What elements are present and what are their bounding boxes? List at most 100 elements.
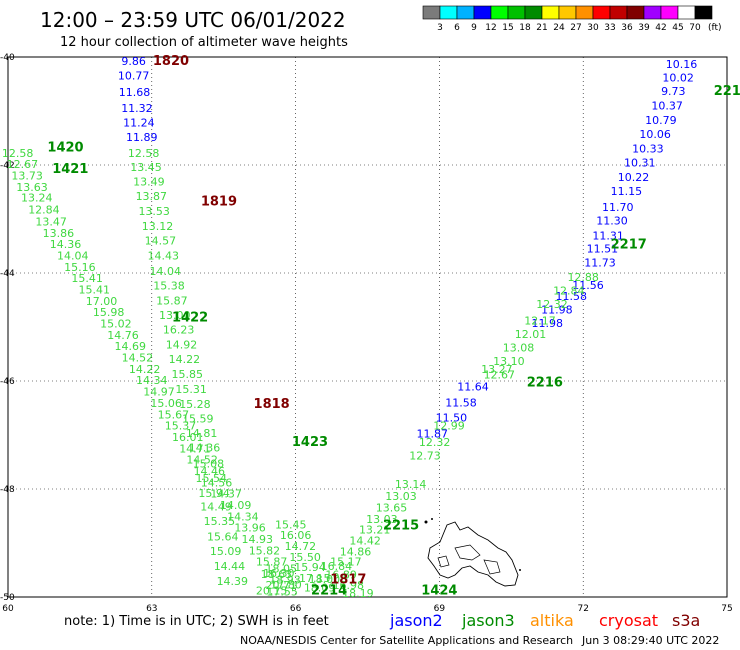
swh-value: 13.63	[16, 181, 48, 194]
swh-value: 14.37	[210, 488, 242, 501]
scale-swatch	[541, 5, 560, 20]
island-outline	[424, 518, 521, 587]
scale-swatch	[456, 5, 475, 20]
swh-value: 11.98	[541, 304, 573, 317]
wave-height-values: 9.8610.7711.6811.3211.2411.8912.5813.451…	[2, 55, 697, 600]
swh-value: 12.17	[524, 314, 556, 327]
swh-value: 13.86	[43, 227, 75, 240]
scale-label: 30	[587, 23, 599, 33]
swh-value: 15.98	[93, 306, 125, 319]
swh-value: 11.58	[445, 396, 477, 409]
swh-value: 12.32	[419, 436, 451, 449]
scale-label: 70	[689, 23, 701, 33]
swh-value: 14.39	[217, 575, 249, 588]
swh-value: 14.56	[201, 476, 233, 489]
swh-value: 15.38	[153, 280, 185, 293]
scale-label: 18	[519, 23, 531, 33]
scale-label: 33	[604, 23, 615, 33]
x-tick-label: 66	[290, 604, 302, 614]
legend-cryosat: cryosat	[599, 611, 658, 630]
swh-value: 16.30	[263, 567, 295, 580]
footer-timestamp: Jun 3 08:29:40 UTC 2022	[581, 634, 719, 647]
swh-value: 15.09	[210, 545, 242, 558]
swh-value: 16.98	[333, 579, 365, 592]
swh-value: 18.19	[342, 587, 374, 600]
scale-label: 36	[621, 23, 633, 33]
swh-value: 14.04	[149, 265, 181, 278]
swh-value: 12.84	[28, 204, 60, 217]
y-tick-label: -48	[0, 485, 15, 495]
swh-value: 14.71	[179, 442, 211, 455]
scale-label: 12	[485, 23, 496, 33]
swh-value: 15.16	[64, 261, 96, 274]
swh-value: 14.86	[340, 545, 372, 558]
swh-value: 15.41	[71, 272, 103, 285]
swh-value: 9.73	[661, 85, 686, 98]
swh-value: 15.37	[165, 420, 197, 433]
swh-value: 12.58	[2, 147, 34, 160]
swh-value: 11.31	[592, 230, 624, 243]
pass-time-label: 2214	[311, 583, 347, 598]
swh-value: 15.45	[275, 518, 307, 531]
scale-swatch	[660, 5, 679, 20]
swh-value: 14.44	[214, 560, 246, 573]
swh-value: 11.68	[119, 86, 151, 99]
scale-swatch	[575, 5, 594, 20]
swh-value: 12.32	[536, 298, 568, 311]
swh-value: 15.31	[175, 383, 207, 396]
swh-value: 12.88	[567, 271, 599, 284]
pass-time-label: 1818	[254, 397, 290, 412]
swh-value: 15.06	[150, 397, 182, 410]
swh-value: 10.22	[618, 171, 650, 184]
swh-value: 12.73	[409, 449, 441, 462]
swh-value: 15.08	[193, 457, 225, 470]
swh-value: 17.00	[86, 295, 118, 308]
pass-time-label: 1424	[421, 583, 457, 598]
swh-value: 13.49	[133, 176, 165, 189]
swh-value: 13.87	[136, 190, 168, 203]
swh-value: 14.57	[145, 234, 177, 247]
scale-swatch	[422, 5, 441, 20]
swh-value: 10.31	[624, 157, 656, 170]
swh-value: 15.35	[204, 515, 236, 528]
swh-value: 11.50	[436, 412, 468, 425]
swh-value: 18.93	[269, 574, 301, 587]
swh-value: 13.73	[11, 170, 43, 183]
y-tick-label: -44	[0, 269, 15, 279]
swh-value: 11.24	[123, 117, 155, 130]
swh-value: 10.16	[666, 58, 698, 71]
scale-label: 15	[502, 23, 513, 33]
swh-value: 14.49	[200, 501, 232, 514]
swh-value: 14.69	[114, 340, 146, 353]
scale-swatch	[439, 5, 458, 20]
swh-value: 14.52	[186, 454, 218, 467]
swh-value: 11.89	[126, 131, 158, 144]
scale-label: 39	[638, 23, 650, 33]
pass-time-label: 1421	[52, 162, 88, 177]
scale-label: 3	[437, 23, 443, 33]
pass-time-label: 1423	[292, 435, 328, 450]
swh-value: 12.01	[515, 328, 547, 341]
swh-value: 15.94	[198, 487, 230, 500]
pass-time-label: 1817	[330, 573, 366, 588]
legend-jason3: jason3	[461, 611, 515, 630]
pass-time-label: 2217	[714, 84, 740, 99]
x-tick-label: 72	[577, 604, 588, 614]
scale-swatch	[558, 5, 577, 20]
swh-value: 16.01	[172, 431, 204, 444]
swh-value: 10.33	[632, 143, 664, 156]
scale-swatch	[609, 5, 628, 20]
swh-value: 14.76	[107, 329, 139, 342]
swh-value: 10.37	[651, 99, 683, 112]
swh-value: 13.14	[395, 478, 427, 491]
swh-value: 10.79	[645, 114, 677, 127]
swh-value: 15.59	[182, 413, 214, 426]
swh-value: 14.72	[285, 540, 317, 553]
swh-value: 20.15	[256, 584, 288, 597]
swh-value: 11.73	[584, 257, 616, 270]
swh-value: 10.77	[118, 70, 150, 83]
x-tick-label: 60	[2, 604, 14, 614]
swh-value: 14.34	[227, 510, 259, 523]
scale-label: 42	[655, 23, 666, 33]
pass-time-label: 1420	[47, 141, 83, 156]
